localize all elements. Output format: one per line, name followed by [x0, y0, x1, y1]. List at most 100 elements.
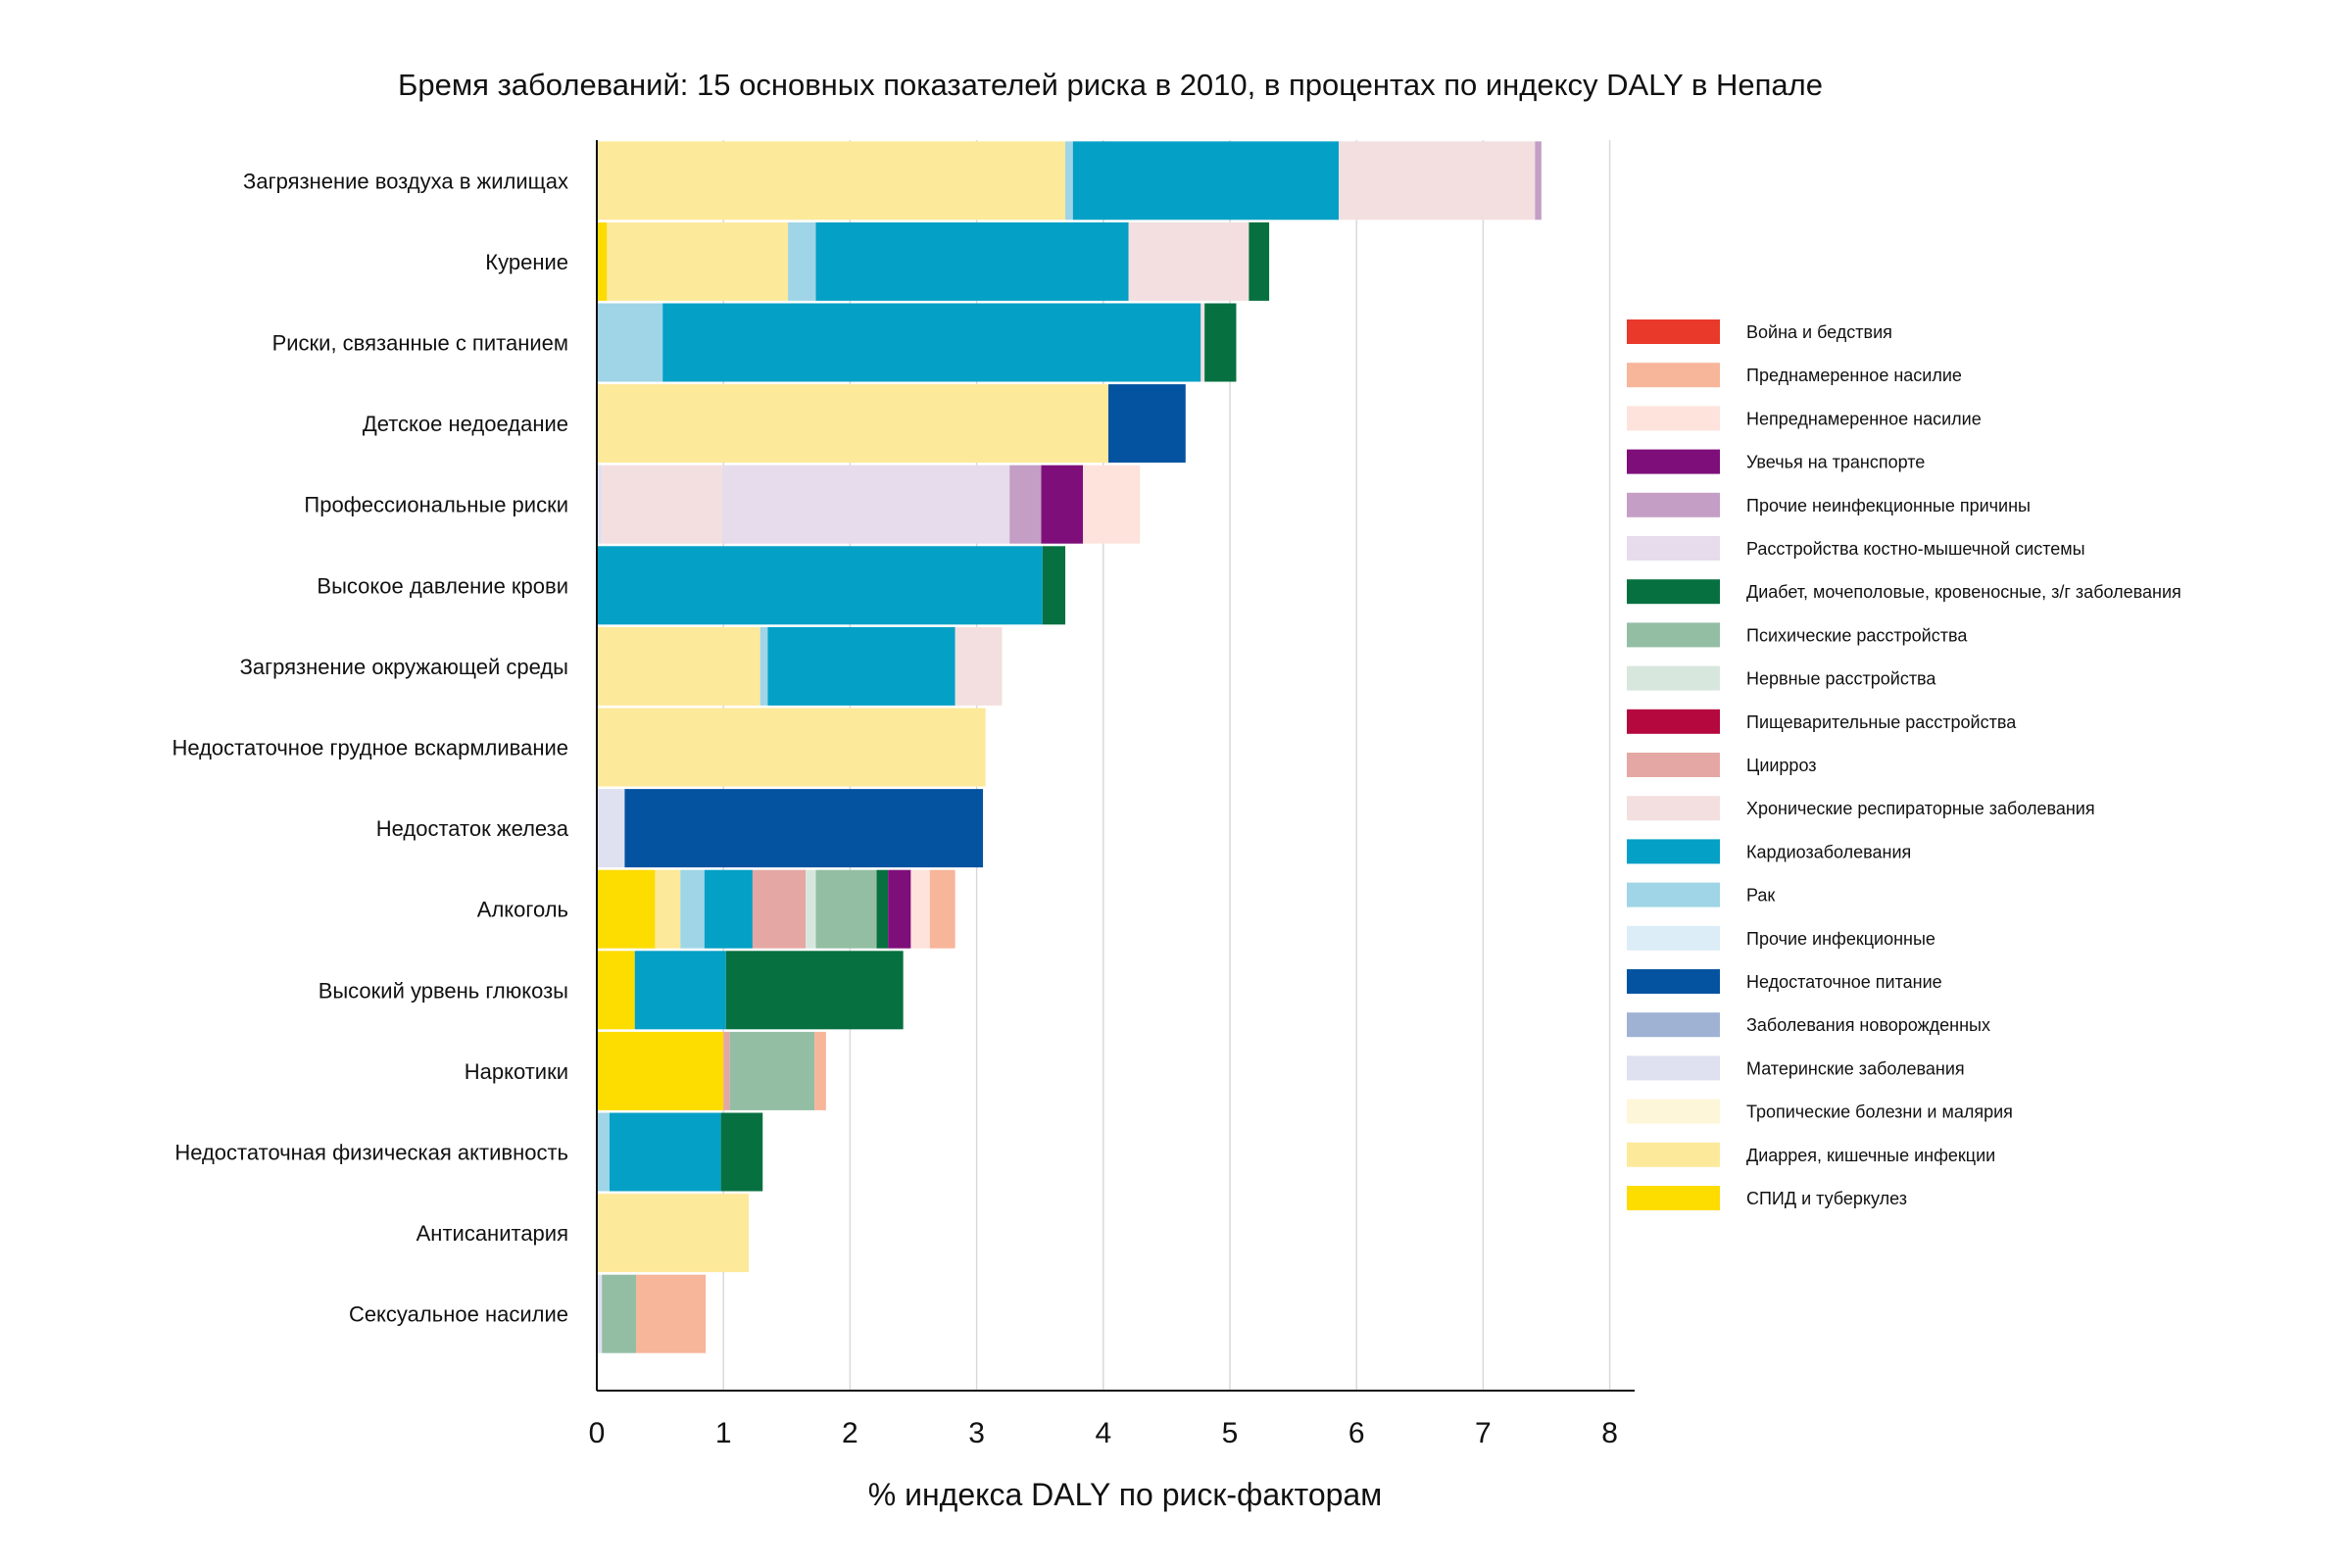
bar-segment-рак — [760, 626, 768, 706]
legend-label: Заболевания новорожденных — [1746, 1015, 1990, 1035]
bar-segment-психические-расстройства — [815, 869, 877, 949]
bar-segment-преднамеренное-насилие — [814, 1031, 826, 1110]
bar-segment-кардиозаболевания — [634, 951, 726, 1030]
bar-segment-преднамеренное-насилие — [636, 1274, 707, 1353]
bar-segment-диаррея-кишечные-инфекции — [597, 384, 1108, 464]
chart-title: Бремя заболеваний: 15 основных показател… — [398, 68, 1823, 102]
legend-swatch — [1627, 882, 1720, 907]
bar-segment-рак — [597, 1112, 610, 1192]
bar-segment-рак — [1065, 141, 1073, 220]
bar-segment-кардиозаболевания — [704, 869, 753, 949]
x-tick-label: 5 — [1222, 1417, 1239, 1449]
axes — [596, 140, 1635, 1392]
bar-segment-прочие-неинфекционные-причины — [1535, 141, 1542, 220]
x-axis-title: % индекса DALY по риск-факторам — [868, 1477, 1382, 1512]
bar-segment-диаррея-кишечные-инфекции — [655, 869, 681, 949]
bar-segment-диабет-мочеполовые-кровеносные-з-г-заболевания — [1204, 303, 1237, 382]
legend-label: Непреднамеренное насилие — [1746, 409, 1982, 428]
legend-swatch — [1627, 363, 1720, 388]
category-label: Наркотики — [465, 1059, 568, 1084]
legend-swatch — [1627, 579, 1720, 605]
legend-swatch — [1627, 1055, 1720, 1081]
bar-segment-хронические-респираторные-заболевания — [1200, 303, 1205, 382]
x-tick-label: 4 — [1095, 1417, 1111, 1449]
bar-segment-диабет-мочеполовые-кровеносные-з-г-заболевания — [1249, 221, 1270, 301]
legend-swatch — [1627, 925, 1720, 951]
x-tick-label: 8 — [1601, 1417, 1618, 1449]
bar-segment-кардиозаболевания — [1072, 141, 1340, 220]
bar-segment-диабет-мочеполовые-кровеносные-з-г-заболевания — [876, 869, 889, 949]
bars — [597, 141, 1542, 1353]
bar-segment-хронические-респираторные-заболевания — [602, 465, 722, 544]
legend-swatch — [1627, 1099, 1720, 1124]
legend-label: Расстройства костно-мышечной системы — [1746, 539, 2085, 559]
bar-segment-материнские-заболевания — [597, 1274, 603, 1353]
x-tick-label: 2 — [842, 1417, 858, 1449]
category-label: Загрязнение воздуха в жилищах — [243, 169, 568, 193]
legend-label: Пищеварительные расстройства — [1746, 712, 2017, 732]
bar-segment-психические-расстройства — [602, 1274, 637, 1353]
category-label: Сексуальное насилие — [349, 1302, 568, 1327]
bar-segment-недостаточное-питание — [624, 789, 984, 868]
bar-segment-прочие-неинфекционные-причины — [1009, 465, 1042, 544]
bar-segment-кардиозаболевания — [767, 626, 956, 706]
bar-segment-циирроз — [723, 1031, 730, 1110]
legend-swatch — [1627, 319, 1720, 344]
bar-segment-увечья-на-транспорте — [888, 869, 911, 949]
legend-label: Нервные расстройства — [1746, 669, 1936, 689]
legend-swatch — [1627, 622, 1720, 648]
legend-label: Тропические болезни и малярия — [1746, 1102, 2013, 1122]
category-label: Антисанитария — [416, 1221, 568, 1246]
bar-segment-кардиозаболевания — [609, 1112, 721, 1192]
x-tick-label: 6 — [1348, 1417, 1365, 1449]
bar-segment-диабет-мочеполовые-кровеносные-з-г-заболевания — [720, 1112, 763, 1192]
bar-segment-хронические-респираторные-заболевания — [1339, 141, 1536, 220]
bar-segment-непреднамеренное-насилие — [910, 869, 930, 949]
category-label: Загрязнение окружающей среды — [240, 655, 568, 679]
bar-segment-преднамеренное-насилие — [929, 869, 956, 949]
bar-segment-рак — [597, 303, 663, 382]
category-label: Алкоголь — [477, 898, 568, 922]
x-tick-labels: 0 1 2 3 4 5 6 7 8 — [589, 1417, 1618, 1449]
category-label: Высокое давление крови — [317, 573, 568, 598]
legend-label: Психические расстройства — [1746, 625, 1968, 645]
legend-label: Война и бедствия — [1746, 322, 1892, 342]
bar-segment-психические-расстройства — [729, 1031, 815, 1110]
bar-segment-диаррея-кишечные-инфекции — [607, 221, 789, 301]
bar-segment-материнские-заболевания — [597, 465, 603, 544]
legend-swatch — [1627, 1142, 1720, 1167]
category-label: Риски, связанные с питанием — [272, 331, 568, 356]
bar-segment-рак — [680, 869, 705, 949]
category-label: Профессиональные риски — [304, 493, 568, 517]
bar-segment-диаррея-кишечные-инфекции — [597, 708, 986, 787]
bar-segment-диабет-мочеполовые-кровеносные-з-г-заболевания — [725, 951, 904, 1030]
legend-swatch — [1627, 709, 1720, 734]
category-label: Недостаток железа — [376, 816, 569, 841]
legend-label: Циирроз — [1746, 756, 1817, 775]
x-tick-label: 3 — [968, 1417, 985, 1449]
legend-swatch — [1627, 969, 1720, 994]
legend-label: Прочие инфекционные — [1746, 929, 1936, 949]
category-labels: Загрязнение воздуха в жилищах Курение Риск… — [172, 169, 568, 1326]
legend-label: Кардиозаболевания — [1746, 842, 1911, 861]
legend-swatch — [1627, 406, 1720, 431]
bar-segment-диаррея-кишечные-инфекции — [597, 141, 1066, 220]
legend-swatch — [1627, 449, 1720, 474]
x-tick-label: 7 — [1475, 1417, 1492, 1449]
bar-segment-нервные-расстройства — [806, 869, 816, 949]
legend-swatch — [1627, 753, 1720, 777]
bar-segment-кардиозаболевания — [815, 221, 1129, 301]
bar-segment-расстройства-костно-мышечной-системы — [721, 465, 1010, 544]
category-label: Детское недоедание — [363, 412, 568, 436]
legend-swatch — [1627, 839, 1720, 864]
legend-swatch — [1627, 1012, 1720, 1038]
legend-label: Прочие неинфекционные причины — [1746, 496, 2031, 515]
legend-label: Недостаточное питание — [1746, 972, 1942, 992]
bar-segment-диаррея-кишечные-инфекции — [597, 1194, 750, 1273]
legend-label: Диаррея, кишечные инфекции — [1746, 1146, 1995, 1165]
bar-segment-непреднамеренное-насилие — [1083, 465, 1141, 544]
legend-label: Хронические респираторные заболевания — [1746, 799, 2095, 818]
legend-label: СПИД и туберкулез — [1746, 1189, 1907, 1208]
x-tick-label: 0 — [589, 1417, 606, 1449]
